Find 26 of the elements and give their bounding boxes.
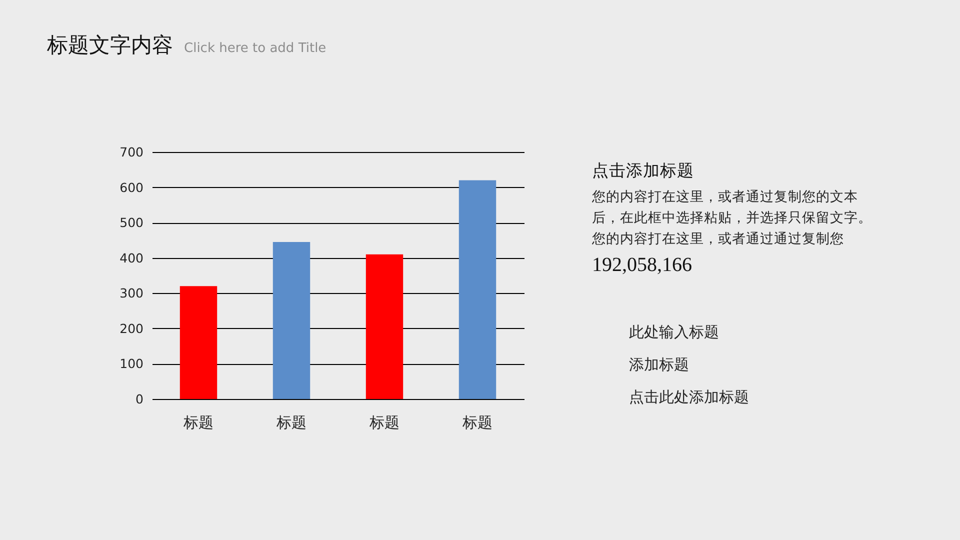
bar — [272, 242, 310, 399]
y-tick-label: 300 — [120, 286, 144, 301]
chart-subtitle: Click here to add Title — [184, 41, 326, 56]
x-tick-label: 标题 — [182, 414, 214, 432]
y-tick-label: 400 — [120, 250, 144, 266]
bar — [180, 286, 218, 399]
category-label: 添加标题 — [629, 356, 689, 374]
y-tick-label: 100 — [120, 356, 144, 372]
category-label: 此处输入标题 — [629, 323, 719, 341]
y-tick-label: 200 — [120, 320, 144, 336]
bar — [366, 254, 404, 399]
text: 192,058,166 — [592, 254, 692, 276]
text: 后，在此框中选择粘贴，并选择只保留文字。 — [592, 210, 872, 226]
y-tick-label: 500 — [120, 215, 144, 230]
x-tick-label: 标题 — [276, 414, 306, 432]
y-tick-label: 700 — [120, 144, 144, 160]
y-tick-label: 600 — [120, 180, 144, 195]
chart-title: 标题文字内容 — [46, 33, 173, 57]
text: 您的内容打在这里，或者通过复制您的文本 — [591, 189, 858, 205]
text: 点击添加标题 — [592, 161, 694, 180]
bar — [458, 180, 496, 399]
text: 您的内容打在这里，或者通过通过复制您 — [591, 231, 844, 247]
y-tick-label: 0 — [136, 392, 144, 406]
category-label: 点击此处添加标题 — [629, 388, 749, 406]
x-tick-label: 标题 — [368, 414, 400, 432]
x-tick-label: 标题 — [462, 414, 492, 432]
